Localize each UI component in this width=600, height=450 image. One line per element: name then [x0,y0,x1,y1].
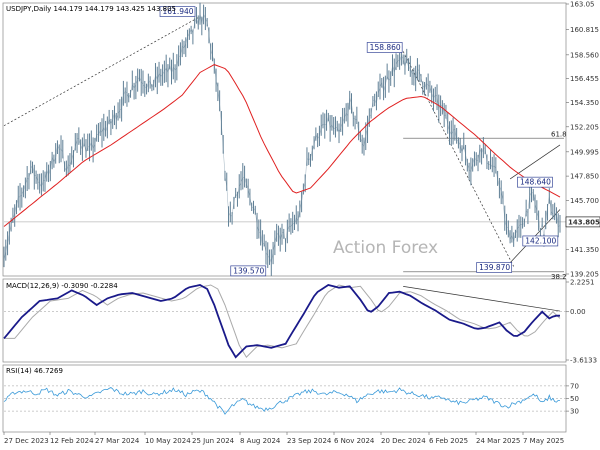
trend-line-dashed-up [3,16,201,127]
x-tick-label: 20 Dec 2024 [381,437,426,445]
x-tick-label: 24 Mar 2025 [476,437,520,445]
x-tick-label: 12 Feb 2024 [50,437,94,445]
x-tick-label: 25 Jun 2024 [192,437,235,445]
price-close-line [3,12,561,264]
annotation-box [230,265,267,277]
rsi-y-axis: 70 50 30 [4,382,579,416]
rsi-tick-label: 30 [570,408,579,416]
macd-tick-label: 0.00 [570,308,586,316]
price-annotations: 161.940 158.860 148.640 142.100 139.870 139.5… [159,6,559,277]
macd-panel-frame [2,278,567,363]
price-tick-label: 152.205 [570,123,599,131]
x-tick-label: 8 Aug 2024 [240,437,281,445]
rsi-tick-label: 50 [570,395,579,403]
x-tick-label: 10 May 2024 [145,437,191,445]
price-y-axis: 163.05 160.815 158.560 156.455 154.350 152.20… [566,1,599,279]
annotation-label: 161.940 [163,7,194,16]
current-price-label: 143.805 [568,218,600,226]
price-tick-label: 141.350 [570,246,599,254]
rsi-series [3,387,560,415]
x-tick-label: 6 Feb 2025 [429,437,468,445]
moving-average-line [3,64,561,227]
current-price-box [565,216,600,228]
price-tick-label: 149.995 [570,148,599,156]
annotation-label: 142.100 [525,236,556,245]
annotation-label: 148.640 [520,178,551,187]
moving-average-series [3,64,561,227]
macd-signal-line [4,284,561,359]
annotation-label: 139.570 [233,266,264,275]
annotation-box [366,42,403,53]
price-tick-label: 139.205 [570,271,599,279]
x-tick-label: 27 Mar 2024 [95,437,140,445]
fib-label: 38.2 [551,273,567,281]
price-tick-label: 156.455 [570,75,599,83]
fib-label: 61.8 [551,131,567,139]
annotation-label: 158.860 [370,43,401,52]
price-tick-label: 158.560 [570,51,599,59]
x-tick-label: 7 May 2025 [523,437,564,445]
trend-line-dashed-down [402,51,514,267]
current-price-marker: 143.805 [565,216,600,228]
macd-tick-label: 2.2251 [570,279,595,287]
macd-line [3,284,560,359]
rsi-tick-label: 70 [570,382,579,390]
rsi-line [3,387,560,415]
annotation-box [517,176,553,188]
x-tick-label: 27 Dec 2023 [4,437,49,445]
price-tick-label: 147.850 [570,173,599,181]
macd-y-axis: 2.2251 0.00 -3.6133 [4,279,597,365]
macd-trend-line [403,285,561,312]
price-tick-label: 163.05 [570,1,595,9]
annotation-box [159,6,196,17]
rsi-title: RSI(14) 46.7269 [6,367,63,375]
x-tick-label: 23 Sep 2024 [287,437,332,445]
symbol-line: USDJPY,Daily 144.179 144.179 143.425 143… [6,5,176,13]
macd-tick-label: -3.6133 [570,357,597,365]
price-series [3,2,561,276]
watermark: Action Forex [333,238,438,258]
annotation-box [476,262,513,273]
annotation-box [522,235,559,247]
macd-title: MACD(12,26,9) -0.3090 -0.2284 [6,282,118,290]
price-tick-label: 145.700 [570,197,599,205]
price-tick-label: 154.350 [570,99,599,107]
x-axis: 27 Dec 2023 12 Feb 2024 27 Mar 2024 10 May … [3,432,564,445]
annotation-label: 139.870 [479,263,510,272]
x-tick-label: 6 Nov 2024 [334,437,375,445]
macd-series [3,284,561,359]
price-tick-label: 160.815 [570,26,599,34]
